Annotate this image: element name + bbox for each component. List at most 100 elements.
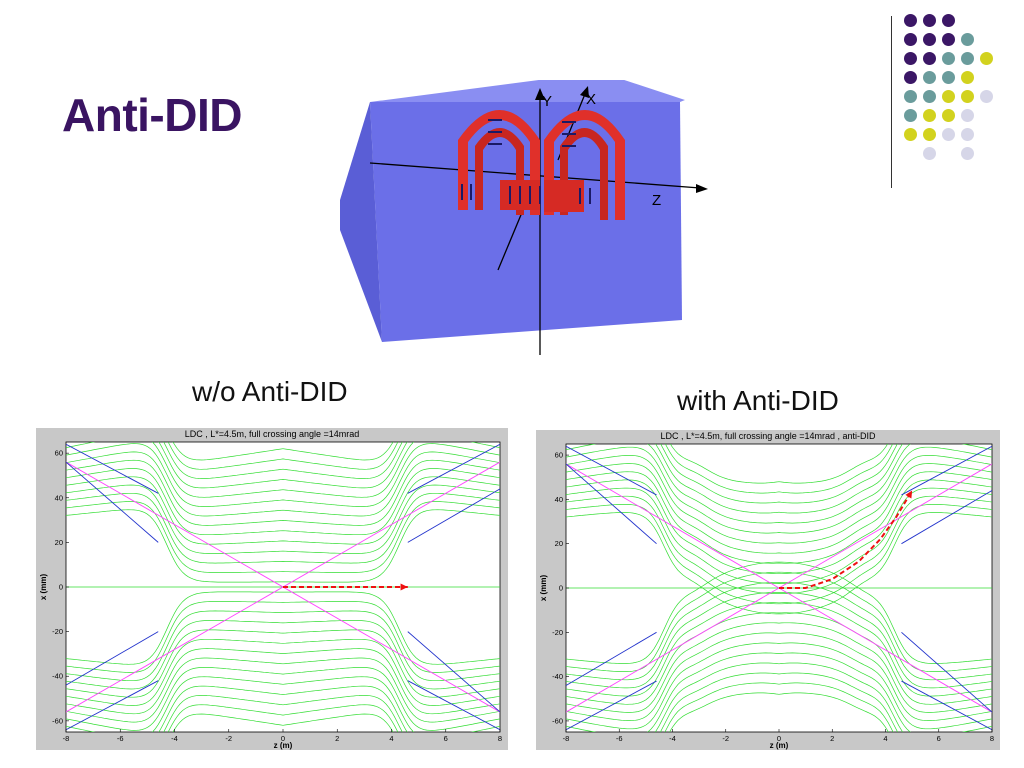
field-line xyxy=(660,672,898,732)
coil-current-arrows xyxy=(461,119,591,204)
y-tick-label: -20 xyxy=(52,627,63,636)
arrow-head-icon xyxy=(905,490,913,499)
caption-with-anti-did: with Anti-DID xyxy=(677,385,839,416)
field-line xyxy=(566,479,992,574)
y-axis-label: x (mm) xyxy=(539,575,548,602)
decorative-dot xyxy=(980,52,993,65)
decorative-dot xyxy=(961,90,974,103)
decorative-dot xyxy=(923,128,936,141)
field-line xyxy=(566,632,992,721)
field-line xyxy=(660,444,898,504)
plot-title: LDC , L*=4.5m, full crossing angle =14mr… xyxy=(660,431,876,441)
field-line xyxy=(66,610,500,682)
x-tick-label: 4 xyxy=(883,734,887,743)
x-tick-label: -8 xyxy=(63,734,70,743)
plot-content xyxy=(566,444,992,732)
axis-z-label: Z xyxy=(652,192,661,209)
x-tick-label: 6 xyxy=(444,734,448,743)
field-line xyxy=(566,612,992,705)
field-line xyxy=(172,442,394,461)
y-tick-label: 0 xyxy=(559,584,563,593)
field-line xyxy=(669,692,889,732)
decorative-dot xyxy=(904,128,917,141)
x-tick-label: 0 xyxy=(777,734,781,743)
y-tick-label: 20 xyxy=(55,538,63,547)
y-tick-label: -60 xyxy=(552,716,563,725)
field-line xyxy=(66,648,500,715)
detector-line xyxy=(66,443,159,494)
decorative-dot xyxy=(923,14,936,27)
field-line xyxy=(158,442,408,489)
caption-without-anti-did: w/o Anti-DID xyxy=(192,376,348,407)
y-tick-label: 60 xyxy=(55,449,63,458)
y-tick-label: 60 xyxy=(555,451,563,460)
decorative-dot xyxy=(942,71,955,84)
detector-line xyxy=(407,680,500,731)
x-tick-label: -6 xyxy=(616,734,623,743)
axis-x-label: X xyxy=(586,91,596,108)
detector-line xyxy=(901,680,992,731)
field-line xyxy=(669,444,889,484)
detector-line xyxy=(566,631,657,686)
y-axis-arrow-icon xyxy=(535,88,545,100)
field-line xyxy=(66,601,500,673)
field-line xyxy=(566,444,992,524)
field-line xyxy=(566,512,992,615)
detector-line xyxy=(66,461,159,543)
x-tick-label: -2 xyxy=(722,734,729,743)
y-tick-label: 40 xyxy=(55,493,63,502)
divider-line xyxy=(891,16,892,188)
field-line xyxy=(66,451,500,517)
field-line xyxy=(163,442,403,479)
field-line xyxy=(66,676,500,732)
field-line xyxy=(167,442,399,470)
x-tick-label: 2 xyxy=(335,734,339,743)
field-line xyxy=(566,471,992,564)
decorative-dot xyxy=(942,128,955,141)
field-line xyxy=(66,492,500,564)
plot-with-anti-did: LDC , L*=4.5m, full crossing angle =14mr… xyxy=(536,430,1000,750)
field-line xyxy=(172,713,394,732)
decorative-dot xyxy=(961,147,974,160)
decorative-dot xyxy=(942,90,955,103)
x-tick-label: 2 xyxy=(830,734,834,743)
detector-line xyxy=(566,445,657,496)
y-axis-label: x (mm) xyxy=(39,574,48,601)
field-line xyxy=(167,704,399,732)
decorative-dot xyxy=(942,52,955,65)
detector-line xyxy=(901,490,992,545)
field-line xyxy=(655,444,903,514)
trajectory-arrow xyxy=(779,489,913,589)
field-line xyxy=(66,638,500,706)
detector-block-top xyxy=(370,72,685,102)
field-line xyxy=(566,602,992,697)
decorative-dot xyxy=(923,90,936,103)
field-line xyxy=(566,495,992,594)
field-line xyxy=(66,657,500,723)
x-tick-label: -2 xyxy=(225,734,232,743)
x-axis-arrow-icon xyxy=(580,86,589,98)
decorative-dot xyxy=(961,128,974,141)
decorative-dot xyxy=(923,33,936,46)
field-line xyxy=(66,501,500,573)
detector-line xyxy=(407,631,500,713)
decorative-dot xyxy=(904,109,917,122)
field-line xyxy=(158,685,408,732)
decorative-dot xyxy=(923,71,936,84)
axis-y-label: Y xyxy=(542,93,552,110)
field-line xyxy=(66,459,500,526)
field-line xyxy=(66,509,500,583)
decorative-dot xyxy=(904,71,917,84)
decorative-dot xyxy=(904,33,917,46)
decorative-dot xyxy=(942,14,955,27)
decorative-dot xyxy=(923,109,936,122)
y-tick-label: -60 xyxy=(52,716,63,725)
x-tick-label: -4 xyxy=(669,734,676,743)
z-axis-arrow-icon xyxy=(696,184,708,193)
x-tick-label: 4 xyxy=(389,734,393,743)
field-line xyxy=(66,591,500,665)
x-tick-label: 0 xyxy=(281,734,285,743)
field-line xyxy=(66,476,500,545)
